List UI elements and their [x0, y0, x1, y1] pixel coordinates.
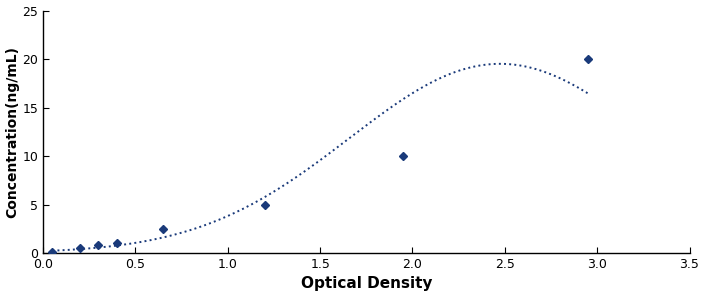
X-axis label: Optical Density: Optical Density: [300, 277, 432, 291]
Y-axis label: Concentration(ng/mL): Concentration(ng/mL): [6, 46, 20, 218]
